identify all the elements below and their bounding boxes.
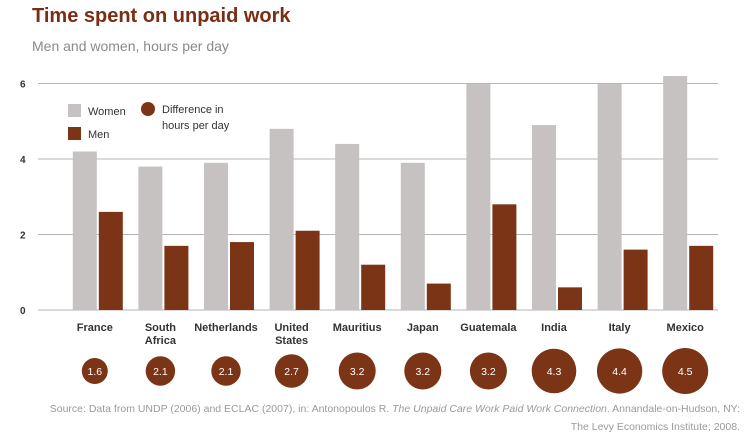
bar-men (492, 204, 517, 310)
difference-circle (338, 352, 376, 390)
bar-women (466, 83, 491, 310)
source-book-title: The Unpaid Care Work Paid Work Connectio… (392, 403, 607, 415)
difference-circle-layer: 1.6 2.1 2.1 2.7 3.2 3.2 3.2 4.3 4.4 4.5 (81, 348, 709, 394)
difference-circle (274, 354, 309, 388)
chart-title: Time spent on unpaid work (32, 5, 291, 27)
legend-swatch-men (68, 127, 81, 140)
difference-circle (596, 348, 643, 394)
difference-circle (469, 352, 507, 390)
bar-men (295, 230, 320, 310)
legend-label-difference-1: Difference in (162, 104, 224, 116)
bar-women (597, 83, 622, 310)
legend-label-difference-2: hours per day (162, 120, 230, 132)
difference-circle (404, 352, 442, 390)
difference-label: 2.7 (284, 366, 299, 378)
bar-men (361, 264, 386, 310)
difference-circle (145, 356, 176, 386)
difference-label: 2.1 (219, 366, 234, 378)
bar-men (164, 245, 189, 310)
source-suffix: . Annandale-on-Hudson, NY: (606, 403, 740, 415)
bar-women (532, 125, 556, 310)
difference-circle (81, 358, 108, 384)
chart-subtitle: Men and women, hours per day (32, 38, 229, 54)
difference-label: 4.3 (547, 366, 562, 378)
x-tick-label: Guatemala (460, 322, 517, 334)
x-tick-label: South Africa (145, 322, 177, 347)
y-tick-label: 6 (20, 80, 26, 91)
difference-label: 3.2 (481, 366, 496, 378)
difference-label: 4.5 (678, 366, 693, 378)
bar-layer (72, 76, 714, 310)
x-tick-label: Italy (609, 322, 632, 334)
x-tick-label: Mauritius (333, 322, 382, 334)
legend-label-men: Men (88, 129, 109, 141)
legend-label-women: Women (88, 106, 126, 118)
difference-label: 4.4 (612, 366, 627, 378)
source-note: Source: Data from UNDP (2006) and ECLAC … (14, 400, 740, 436)
bar-men (230, 242, 254, 310)
y-tick-label: 0 (20, 306, 26, 317)
difference-label: 2.1 (153, 366, 168, 378)
x-tick-label: Netherlands (194, 322, 258, 334)
difference-label: 1.6 (87, 366, 102, 378)
legend-swatch-women (68, 104, 81, 117)
source-line-2: The Levy Economics Institute; 2008. (570, 421, 740, 433)
category-label-layer: France South Africa Netherlands United States… (77, 322, 704, 347)
bar-women (400, 162, 425, 310)
tick-layer: 0 2 4 6 (20, 80, 26, 317)
bar-men (558, 287, 582, 310)
bar-women (335, 143, 360, 310)
x-tick-label: Mexico (667, 322, 705, 334)
difference-label: 3.2 (350, 366, 365, 378)
legend-swatch-difference (141, 102, 155, 116)
difference-circle (662, 348, 709, 394)
difference-label: 3.2 (415, 366, 430, 378)
bar-women (663, 76, 688, 310)
difference-circle (211, 356, 241, 386)
y-tick-label: 2 (20, 231, 26, 242)
x-tick-label: Japan (407, 322, 439, 334)
difference-circle (531, 348, 577, 394)
source-prefix: Source: Data from UNDP (2006) and ECLAC … (49, 403, 393, 415)
bar-men (98, 211, 123, 310)
y-tick-label: 4 (20, 155, 26, 166)
x-tick-label: France (77, 322, 113, 334)
bar-men (689, 245, 714, 310)
x-tick-label: India (541, 322, 568, 334)
source-line-1: Source: Data from UNDP (2006) and ECLAC … (14, 400, 740, 418)
bar-men (623, 249, 648, 310)
bar-women (138, 166, 163, 310)
bar-men (426, 283, 451, 310)
legend: Women Men Difference in hours per day (68, 102, 230, 141)
bar-chart: 0 2 4 6 France South Africa Netherlands United S… (20, 76, 718, 394)
x-tick-label: United States (274, 322, 308, 347)
bar-women (72, 151, 97, 310)
bar-women (204, 162, 228, 310)
bar-women (269, 128, 294, 310)
